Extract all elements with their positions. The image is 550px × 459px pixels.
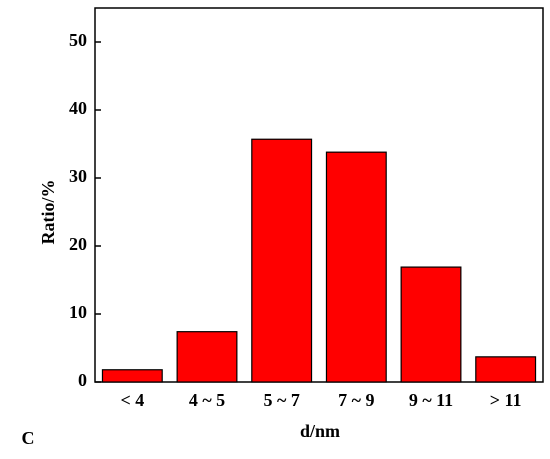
bar (101, 369, 163, 383)
panel-label: C (22, 428, 35, 448)
x-tick-label: > 11 (490, 390, 522, 410)
y-tick-label: 20 (69, 234, 87, 254)
y-tick-label: 50 (69, 30, 87, 50)
bar (251, 138, 313, 383)
y-tick-label: 40 (69, 98, 87, 118)
x-tick-label: 7 ~ 9 (338, 390, 374, 410)
bar (475, 356, 537, 383)
y-tick-label: 0 (78, 370, 87, 390)
y-tick-label: 30 (69, 166, 87, 186)
x-tick-label: 5 ~ 7 (263, 390, 299, 410)
plot-frame (94, 7, 544, 383)
y-tick-label: 10 (69, 302, 87, 322)
bar (325, 151, 387, 383)
bar (400, 266, 462, 383)
x-axis-label: d/nm (300, 421, 340, 441)
x-tick-label: 4 ~ 5 (189, 390, 225, 410)
x-tick-label: < 4 (120, 390, 144, 410)
x-tick-label: 9 ~ 11 (409, 390, 453, 410)
y-axis-label: Ratio/% (38, 180, 58, 245)
bar (176, 331, 238, 383)
